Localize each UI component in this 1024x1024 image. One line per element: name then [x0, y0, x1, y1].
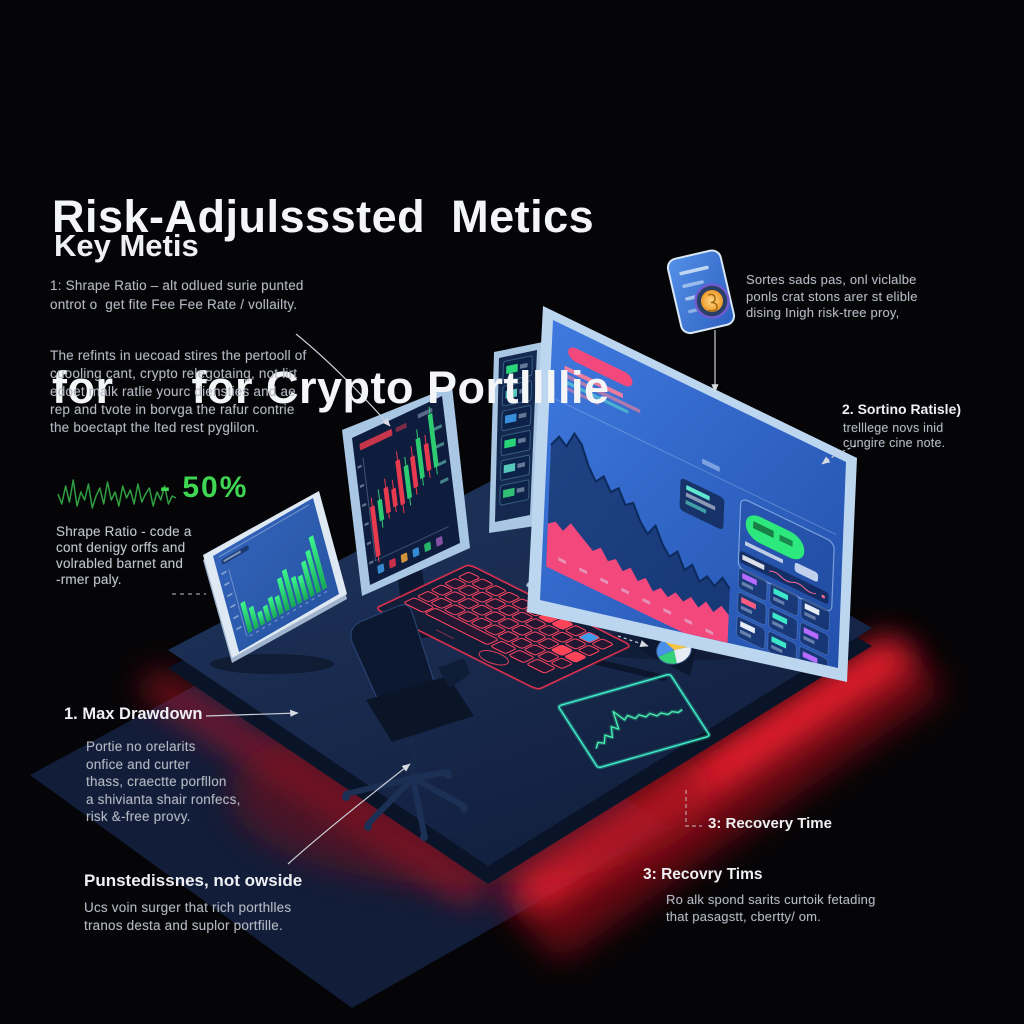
- candlestick-monitor: [342, 386, 470, 596]
- arrow-to-candle-monitor: [295, 333, 391, 427]
- sidebar-panel: [489, 342, 543, 533]
- office-chair: [342, 604, 474, 841]
- sortino-text: trelllege novs inid cungire cine note.: [843, 421, 946, 450]
- arrow-max-drawdown: [205, 709, 299, 717]
- page-title: Risk-Adjulsssted Metics for for Crypto P…: [52, 74, 610, 530]
- arrow-sortino: [821, 445, 857, 465]
- unsteadiness-text: Ucs voin surger that rich porthlles tran…: [84, 900, 292, 933]
- neon-pad: [558, 674, 710, 768]
- arrow-to-chair: [287, 763, 411, 865]
- arrow-to-coin: [617, 635, 649, 647]
- page-title-line1: Risk-Adjulsssted Metics: [52, 191, 595, 242]
- unsteadiness-heading: Punstedissnes, not owside: [84, 871, 303, 890]
- recovery-time-callout: 3: Recovery Time: [708, 815, 832, 832]
- recovery-connector: [685, 790, 702, 827]
- recovery-text: Ro alk spond sarits curtoik fetading tha…: [666, 892, 876, 924]
- max-drawdown-heading: 1. Max Drawdown: [64, 705, 203, 723]
- drawdown-percентage: - 50%: [160, 471, 249, 504]
- sortino-heading: 2. Sortino Ratisle): [842, 401, 962, 417]
- max-drawdown-text: Portie no orelarits onfice and curter th…: [86, 739, 241, 824]
- sortino-intro-text: Sortes sads pas, onl viclalbe ponls crat…: [746, 272, 918, 320]
- main-dashboard-monitor: [527, 306, 857, 682]
- sharpe-ratio-note: Shrape Ratio - code a cont denigy orffs …: [56, 524, 192, 587]
- page-title-line2: for for Crypto Portllllie: [52, 362, 610, 413]
- sharpe-ratio-item: 1: Shrape Ratio – alt odlued surie punte…: [50, 278, 304, 312]
- tablet-bar-chart-monitor: [203, 491, 347, 663]
- key-metrics-heading: Key Metis: [54, 228, 199, 263]
- drawdown-sparkline: [57, 479, 177, 509]
- intro-paragraph: The refints in uecoad stires the pertool…: [50, 348, 307, 435]
- report-card-icon: [666, 249, 736, 335]
- connector-arrows: [172, 330, 857, 865]
- recovery-heading: 3: Recovry Tims: [643, 866, 763, 883]
